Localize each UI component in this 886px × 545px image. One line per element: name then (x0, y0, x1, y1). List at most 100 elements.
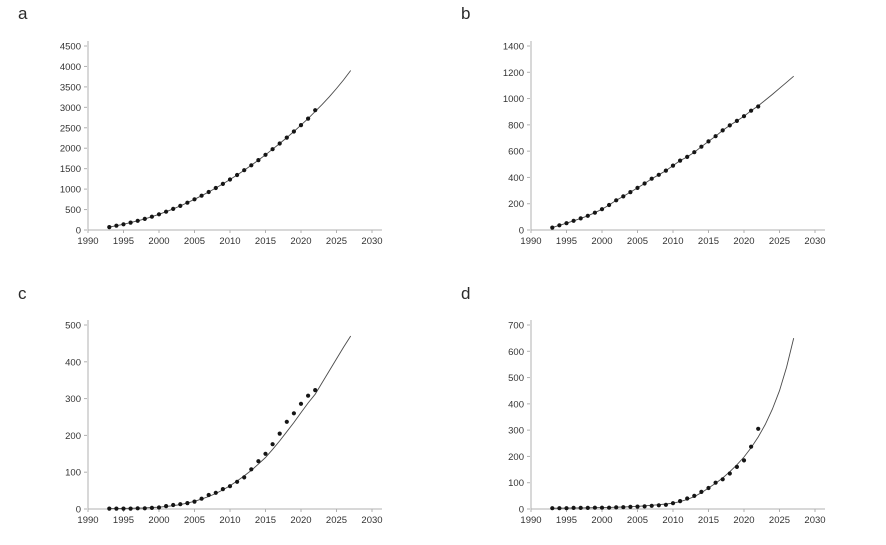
data-point (235, 479, 240, 484)
x-axis-tick-label: 2020 (733, 515, 754, 526)
data-point (284, 135, 289, 140)
data-point (256, 459, 261, 464)
data-point (692, 493, 697, 498)
x-axis-tick-label: 2025 (326, 515, 347, 526)
data-point (642, 181, 647, 186)
data-point (592, 505, 597, 510)
x-axis-tick-label: 2015 (698, 236, 719, 247)
data-point (557, 223, 562, 228)
x-axis-tick-label: 2020 (290, 236, 311, 247)
chart-panel-b: b 0 200 400 600 800 1000 1200 1400 1990 1995 2000 2… (443, 0, 886, 272)
y-axis-tick-label: 100 (65, 468, 81, 479)
scatter-chart-b: 0 200 400 600 800 1000 1200 1400 1990 1995 2000 200… (503, 41, 826, 247)
x-axis-tick-label: 2020 (733, 236, 754, 247)
panel-label-b: b (461, 4, 471, 23)
y-axis-tick-label: 100 (508, 478, 524, 489)
data-point (692, 150, 697, 155)
data-point (550, 225, 555, 230)
data-point (564, 221, 569, 226)
data-point (135, 218, 140, 223)
panel-label-d: d (461, 284, 471, 303)
x-axis-tick-label: 1995 (113, 515, 134, 526)
y-axis-tick-label: 400 (65, 357, 81, 368)
data-point (635, 185, 640, 190)
data-point (249, 467, 254, 472)
data-point (185, 200, 190, 205)
data-point (135, 506, 140, 511)
data-point (621, 505, 626, 510)
data-point (185, 501, 190, 506)
y-axis-tick-label: 600 (508, 147, 524, 158)
data-point (178, 502, 183, 507)
data-point (571, 218, 576, 223)
y-axis-tick-label: 0 (76, 226, 81, 237)
scatter-chart-d: 0 100 200 300 400 500 600 700 1990 1995 2000 2005 20… (508, 320, 826, 526)
x-axis-tick-label: 2025 (769, 515, 790, 526)
x-axis-tick-label: 1995 (556, 236, 577, 247)
data-point (585, 213, 590, 218)
fit-line (552, 75, 794, 229)
y-axis-tick-label: 400 (508, 173, 524, 184)
data-point (171, 502, 176, 508)
scatter-chart-c: 0 100 200 300 400 500 1990 1995 2000 2005 2010 2015… (65, 320, 383, 526)
data-point (749, 444, 754, 449)
x-axis-tick-label: 1995 (113, 236, 134, 247)
data-point (192, 197, 197, 202)
data-point (713, 134, 718, 139)
data-point (720, 477, 725, 482)
data-point (578, 216, 583, 221)
y-axis-tick-label: 1400 (503, 42, 524, 53)
data-point (149, 505, 154, 510)
data-point (614, 505, 619, 510)
data-point (756, 426, 761, 431)
data-point (734, 118, 739, 123)
data-point (142, 216, 147, 221)
y-axis-tick-label: 0 (519, 226, 524, 237)
y-axis-tick-label: 500 (65, 321, 81, 332)
x-axis-tick-label: 2025 (769, 236, 790, 247)
y-axis-tick-label: 300 (65, 394, 81, 405)
data-point (249, 163, 254, 168)
data-point (306, 393, 311, 398)
data-point (706, 139, 711, 144)
x-axis-tick-label: 2015 (698, 515, 719, 526)
data-point (298, 401, 304, 406)
data-point (564, 506, 569, 511)
x-axis-tick-label: 1990 (520, 236, 541, 247)
data-point (727, 123, 732, 128)
panel-label-a: a (18, 4, 28, 23)
x-axis-tick-label: 2020 (290, 515, 311, 526)
data-point (213, 185, 218, 191)
data-point (306, 116, 311, 121)
data-point (670, 163, 676, 168)
scatter-chart-a: 0 500 1000 1500 2000 2500 3000 3500 4000 4500 1990… (60, 41, 383, 247)
data-point (685, 496, 690, 501)
x-axis-tick-label: 2030 (804, 236, 825, 247)
y-axis-tick-label: 2500 (60, 123, 81, 134)
data-point (199, 496, 204, 501)
x-axis-tick-label: 2005 (627, 515, 648, 526)
data-point (713, 480, 718, 485)
y-axis-tick-label: 1500 (60, 164, 81, 175)
data-point (178, 203, 183, 208)
y-axis-tick-label: 4500 (60, 42, 81, 53)
data-point (727, 471, 732, 476)
data-point (656, 172, 661, 177)
x-axis-tick-label: 2005 (184, 515, 205, 526)
x-axis-tick-label: 2015 (255, 236, 276, 247)
data-point (206, 492, 211, 498)
data-point (649, 503, 654, 508)
y-axis-tick-label: 500 (65, 205, 81, 216)
x-axis-tick-label: 2005 (627, 236, 648, 247)
y-axis-tick-label: 700 (508, 321, 524, 332)
data-point (164, 209, 169, 214)
x-axis-tick-label: 2010 (219, 236, 240, 247)
data-point (699, 489, 704, 494)
data-point (114, 223, 119, 228)
data-point (313, 388, 318, 393)
data-point (256, 158, 261, 163)
data-point (192, 499, 197, 504)
y-axis-tick-label: 3000 (60, 103, 81, 114)
data-point (685, 154, 690, 159)
